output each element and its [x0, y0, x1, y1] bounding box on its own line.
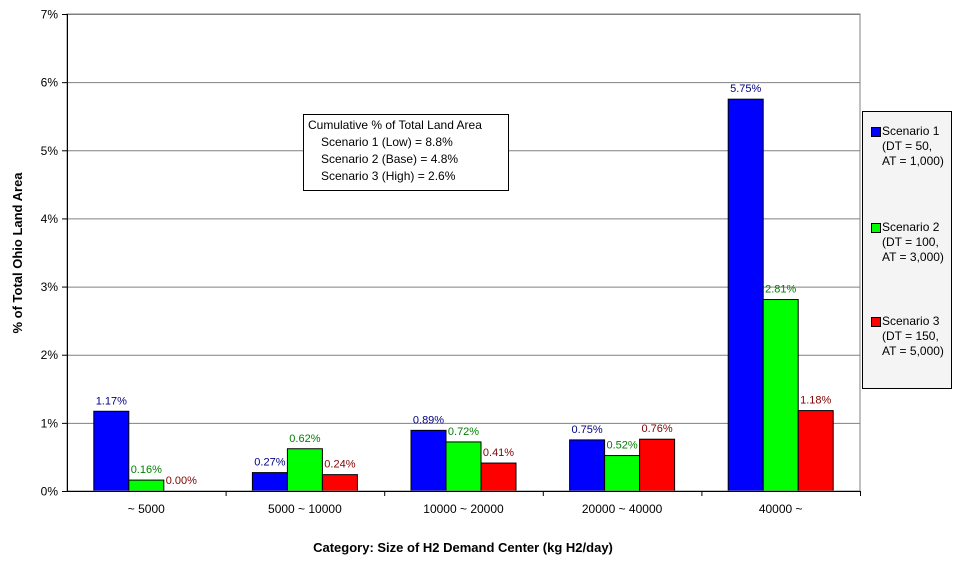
y-tick-label: 1%: [41, 416, 59, 430]
legend: Scenario 1 (DT = 50, AT = 1,000) Scenari…: [862, 111, 952, 389]
data-label-scenario-3: 0.41%: [483, 447, 514, 459]
data-label-scenario-1: 1.17%: [96, 395, 127, 407]
bar-scenario-3: [797, 410, 834, 492]
data-label-scenario-1: 0.89%: [413, 414, 444, 426]
bar-scenario-2: [604, 455, 641, 492]
data-label-scenario-1: 0.27%: [254, 457, 285, 469]
y-tick-label: 3%: [41, 280, 59, 294]
cumulative-annotation-box: Cumulative % of Total Land Area Scenario…: [303, 114, 509, 191]
y-tick-label: 4%: [41, 212, 59, 226]
data-label-scenario-2: 0.16%: [131, 464, 162, 476]
annotation-line-1: Scenario 1 (Low) = 8.8%: [321, 135, 453, 149]
data-label-scenario-3: 0.76%: [641, 423, 672, 435]
x-tick-label: 20000 ~ 40000: [582, 502, 663, 516]
x-axis-title: Category: Size of H2 Demand Center (kg H…: [313, 540, 613, 555]
data-label-scenario-2: 2.81%: [765, 284, 796, 296]
x-tick-label: 5000 ~ 10000: [268, 502, 342, 516]
y-tick-label: 6%: [41, 76, 59, 90]
legend-swatch-scenario-1: [871, 127, 881, 137]
bar-scenario-1: [727, 98, 764, 492]
bar-scenario-2: [128, 479, 165, 492]
data-label-scenario-3: 0.24%: [324, 459, 355, 471]
x-tick-label: 10000 ~ 20000: [423, 502, 504, 516]
bar-scenario-2: [286, 448, 323, 492]
x-tick-label: ~ 5000: [128, 502, 165, 516]
data-label-scenario-1: 0.75%: [571, 424, 602, 436]
data-label-scenario-1: 5.75%: [730, 83, 761, 95]
x-tick-label: 40000 ~: [759, 502, 803, 516]
annotation-line-3: Scenario 3 (High) = 2.6%: [321, 169, 456, 183]
legend-swatch-scenario-2: [871, 223, 881, 233]
bars: [93, 98, 834, 492]
bar-scenario-1: [569, 439, 606, 492]
bar-scenario-2: [445, 441, 482, 492]
data-label-scenario-3: 1.18%: [800, 395, 831, 407]
data-labels: 1.17% 0.16% 0.00% 0.27% 0.62% 0.24% 0.89% 0.72%…: [96, 83, 832, 487]
bar-scenario-2: [762, 299, 799, 492]
axes: [62, 13, 861, 496]
legend-swatch-scenario-3: [871, 317, 881, 327]
data-label-scenario-3: 0.00%: [166, 475, 197, 487]
bar-scenario-1: [410, 429, 447, 492]
x-tick-labels: ~ 5000 5000 ~ 10000 10000 ~ 20000 20000 ~ 4…: [128, 502, 803, 516]
y-tick-label: 2%: [41, 348, 59, 362]
y-tick-label: 5%: [41, 144, 59, 158]
data-label-scenario-2: 0.72%: [448, 426, 479, 438]
legend-label-scenario-3: Scenario 3 (DT = 150, AT = 5,000): [882, 314, 944, 358]
bar-scenario-3: [480, 462, 517, 492]
legend-label-scenario-1: Scenario 1 (DT = 50, AT = 1,000): [882, 124, 944, 168]
bar-scenario-1: [251, 472, 288, 492]
data-label-scenario-2: 0.52%: [606, 440, 637, 452]
y-axis-title: % of Total Ohio Land Area: [10, 172, 25, 334]
data-label-scenario-2: 0.62%: [289, 433, 320, 445]
y-tick-labels: 0% 1% 2% 3% 4% 5% 6% 7%: [41, 8, 59, 499]
bar-scenario-3: [321, 474, 358, 492]
legend-label-scenario-2: Scenario 2 (DT = 100, AT = 3,000): [882, 220, 944, 264]
bar-scenario-3: [639, 438, 676, 492]
annotation-title: Cumulative % of Total Land Area: [308, 118, 482, 132]
annotation-line-2: Scenario 2 (Base) = 4.8%: [321, 152, 459, 166]
bar-scenario-1: [93, 410, 130, 492]
y-tick-label: 0%: [41, 485, 59, 499]
y-tick-label: 7%: [41, 8, 59, 22]
